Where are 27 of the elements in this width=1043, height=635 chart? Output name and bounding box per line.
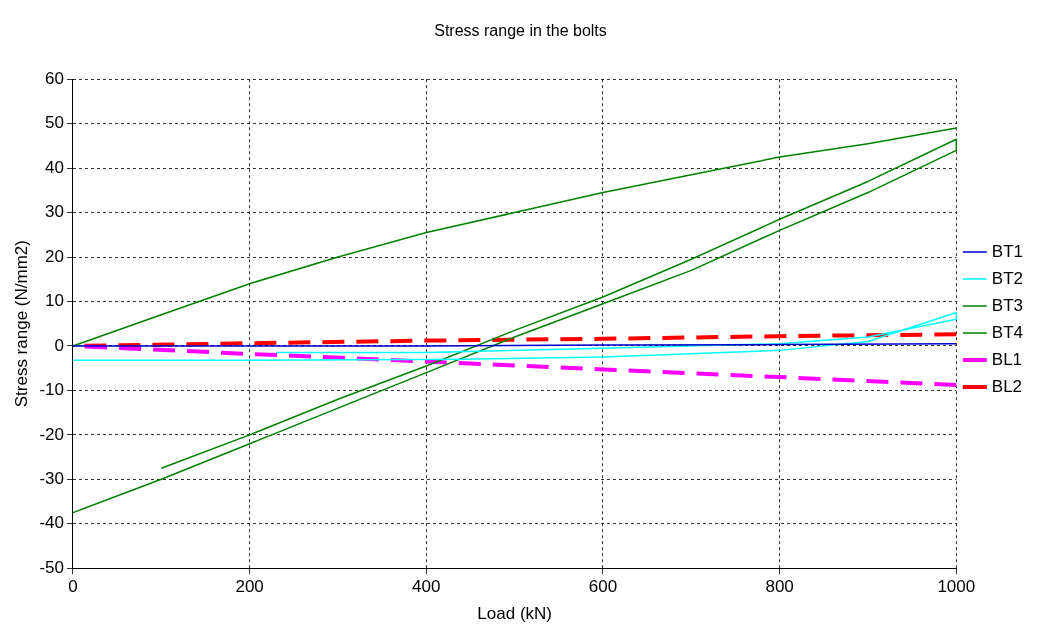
y-tick-label: 50 bbox=[45, 113, 64, 133]
legend-label: BL1 bbox=[991, 349, 1023, 369]
x-tick-label: 600 bbox=[588, 577, 618, 597]
x-tick-label: 0 bbox=[68, 577, 78, 597]
legend-label: BT1 bbox=[991, 241, 1024, 261]
y-tick-label: 30 bbox=[45, 202, 64, 222]
chart-title: Stress range in the bolts bbox=[434, 22, 607, 40]
x-tick-label: 800 bbox=[765, 577, 794, 597]
x-tick-label: 200 bbox=[235, 577, 264, 597]
y-tick-label: -20 bbox=[39, 424, 64, 444]
y-tick-label: 60 bbox=[45, 68, 64, 88]
y-tick-label: -40 bbox=[39, 513, 64, 533]
y-tick-label: -10 bbox=[39, 380, 64, 400]
y-tick-label: -30 bbox=[39, 468, 64, 488]
legend-label: BT3 bbox=[991, 295, 1024, 315]
y-tick-label: 0 bbox=[54, 335, 64, 355]
y-tick-label: 40 bbox=[45, 157, 64, 177]
x-tick-label: 400 bbox=[412, 577, 441, 597]
y-tick-label: 20 bbox=[45, 246, 64, 266]
legend-label: BT2 bbox=[991, 268, 1024, 288]
legend-label: BT4 bbox=[991, 322, 1024, 342]
x-tick-label: 1000 bbox=[937, 577, 976, 597]
y-tick-label: -50 bbox=[39, 557, 64, 577]
legend-label: BL2 bbox=[991, 376, 1023, 396]
y-axis-title: Stress range (N/mm2) bbox=[11, 240, 31, 408]
x-axis-title: Load (kN) bbox=[477, 604, 552, 624]
y-tick-label: 10 bbox=[45, 291, 64, 311]
